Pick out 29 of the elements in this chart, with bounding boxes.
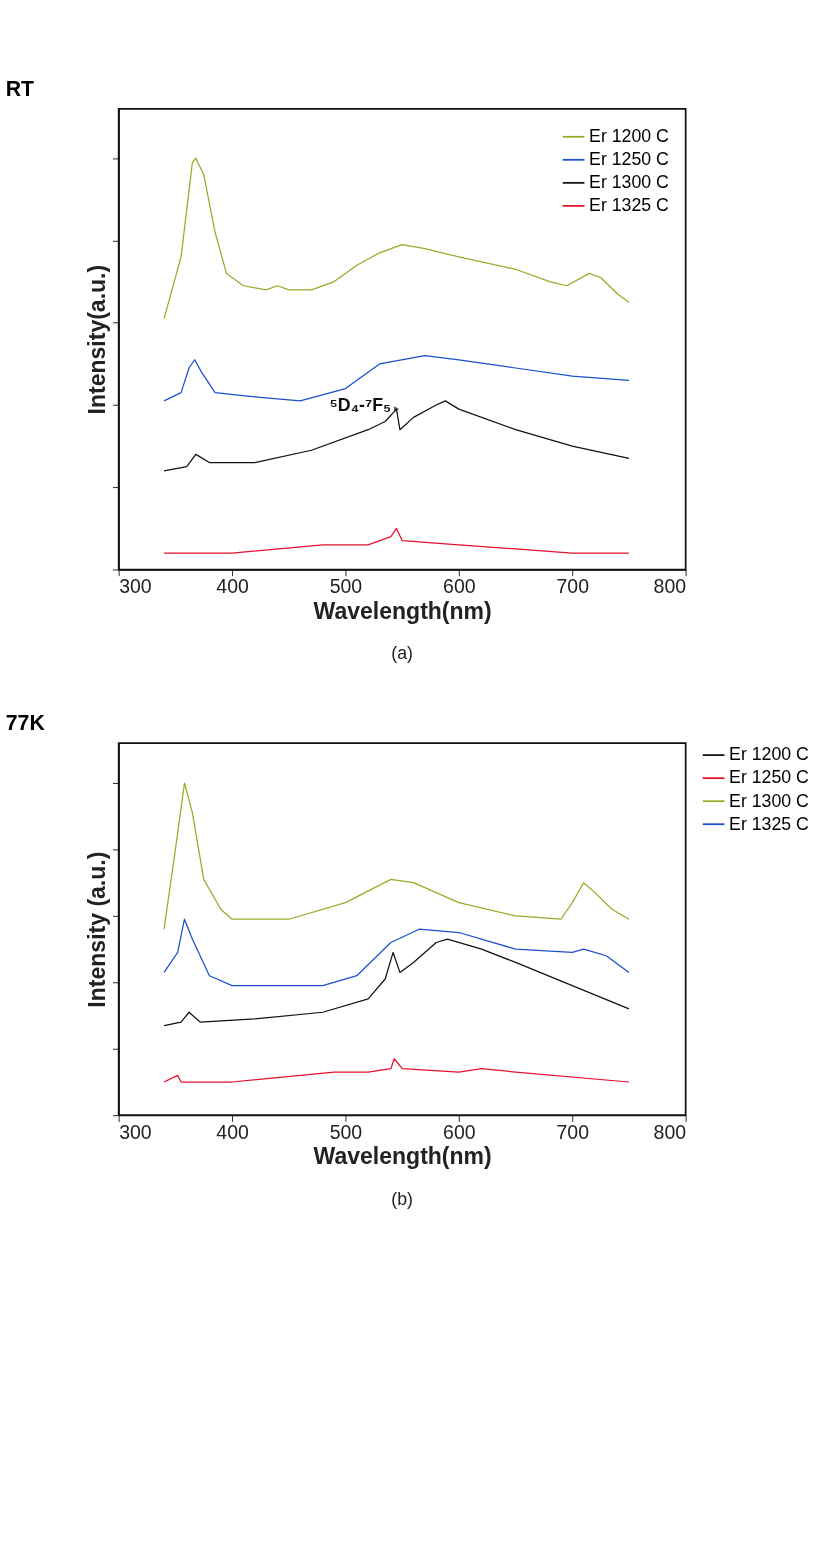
x-tick-label: 500: [329, 1120, 363, 1143]
x-tick-label: 300: [119, 1120, 152, 1143]
annotation: ⁵D₄-⁷F₅: [329, 394, 392, 415]
x-tick-label: 500: [329, 575, 363, 598]
legend-label: Er 1300 C: [729, 790, 809, 811]
legend-label: Er 1200 C: [589, 126, 670, 147]
chart-title: RT: [5, 76, 35, 101]
x-tick-label: 700: [556, 575, 590, 598]
x-tick-label: 700: [556, 1120, 590, 1143]
x-axis-title: Wavelength(nm): [313, 1143, 492, 1170]
legend-label: Er 1250 C: [589, 149, 670, 170]
legend-label: Er 1200 C: [729, 744, 809, 765]
x-tick-label: 400: [216, 1120, 249, 1143]
y-axis-title: Intensity (a.u.): [83, 851, 110, 1008]
legend-label: Er 1300 C: [589, 172, 670, 193]
legend-label: Er 1325 C: [729, 813, 809, 834]
legend-label: Er 1325 C: [589, 195, 670, 216]
x-tick-label: 600: [443, 575, 476, 598]
legend-label: Er 1250 C: [729, 767, 809, 788]
text: (a): [391, 643, 414, 663]
text: (b): [391, 1188, 414, 1209]
x-tick-label: 600: [443, 1120, 476, 1143]
x-tick-label: 300: [119, 575, 152, 598]
x-tick-label: 400: [216, 575, 249, 598]
chart-title: 77K: [5, 710, 46, 735]
y-axis-title: Intensity(a.u.): [83, 264, 110, 415]
x-tick-label: 800: [653, 1120, 687, 1143]
x-axis-title: Wavelength(nm): [313, 597, 492, 624]
x-tick-label: 800: [653, 575, 687, 598]
